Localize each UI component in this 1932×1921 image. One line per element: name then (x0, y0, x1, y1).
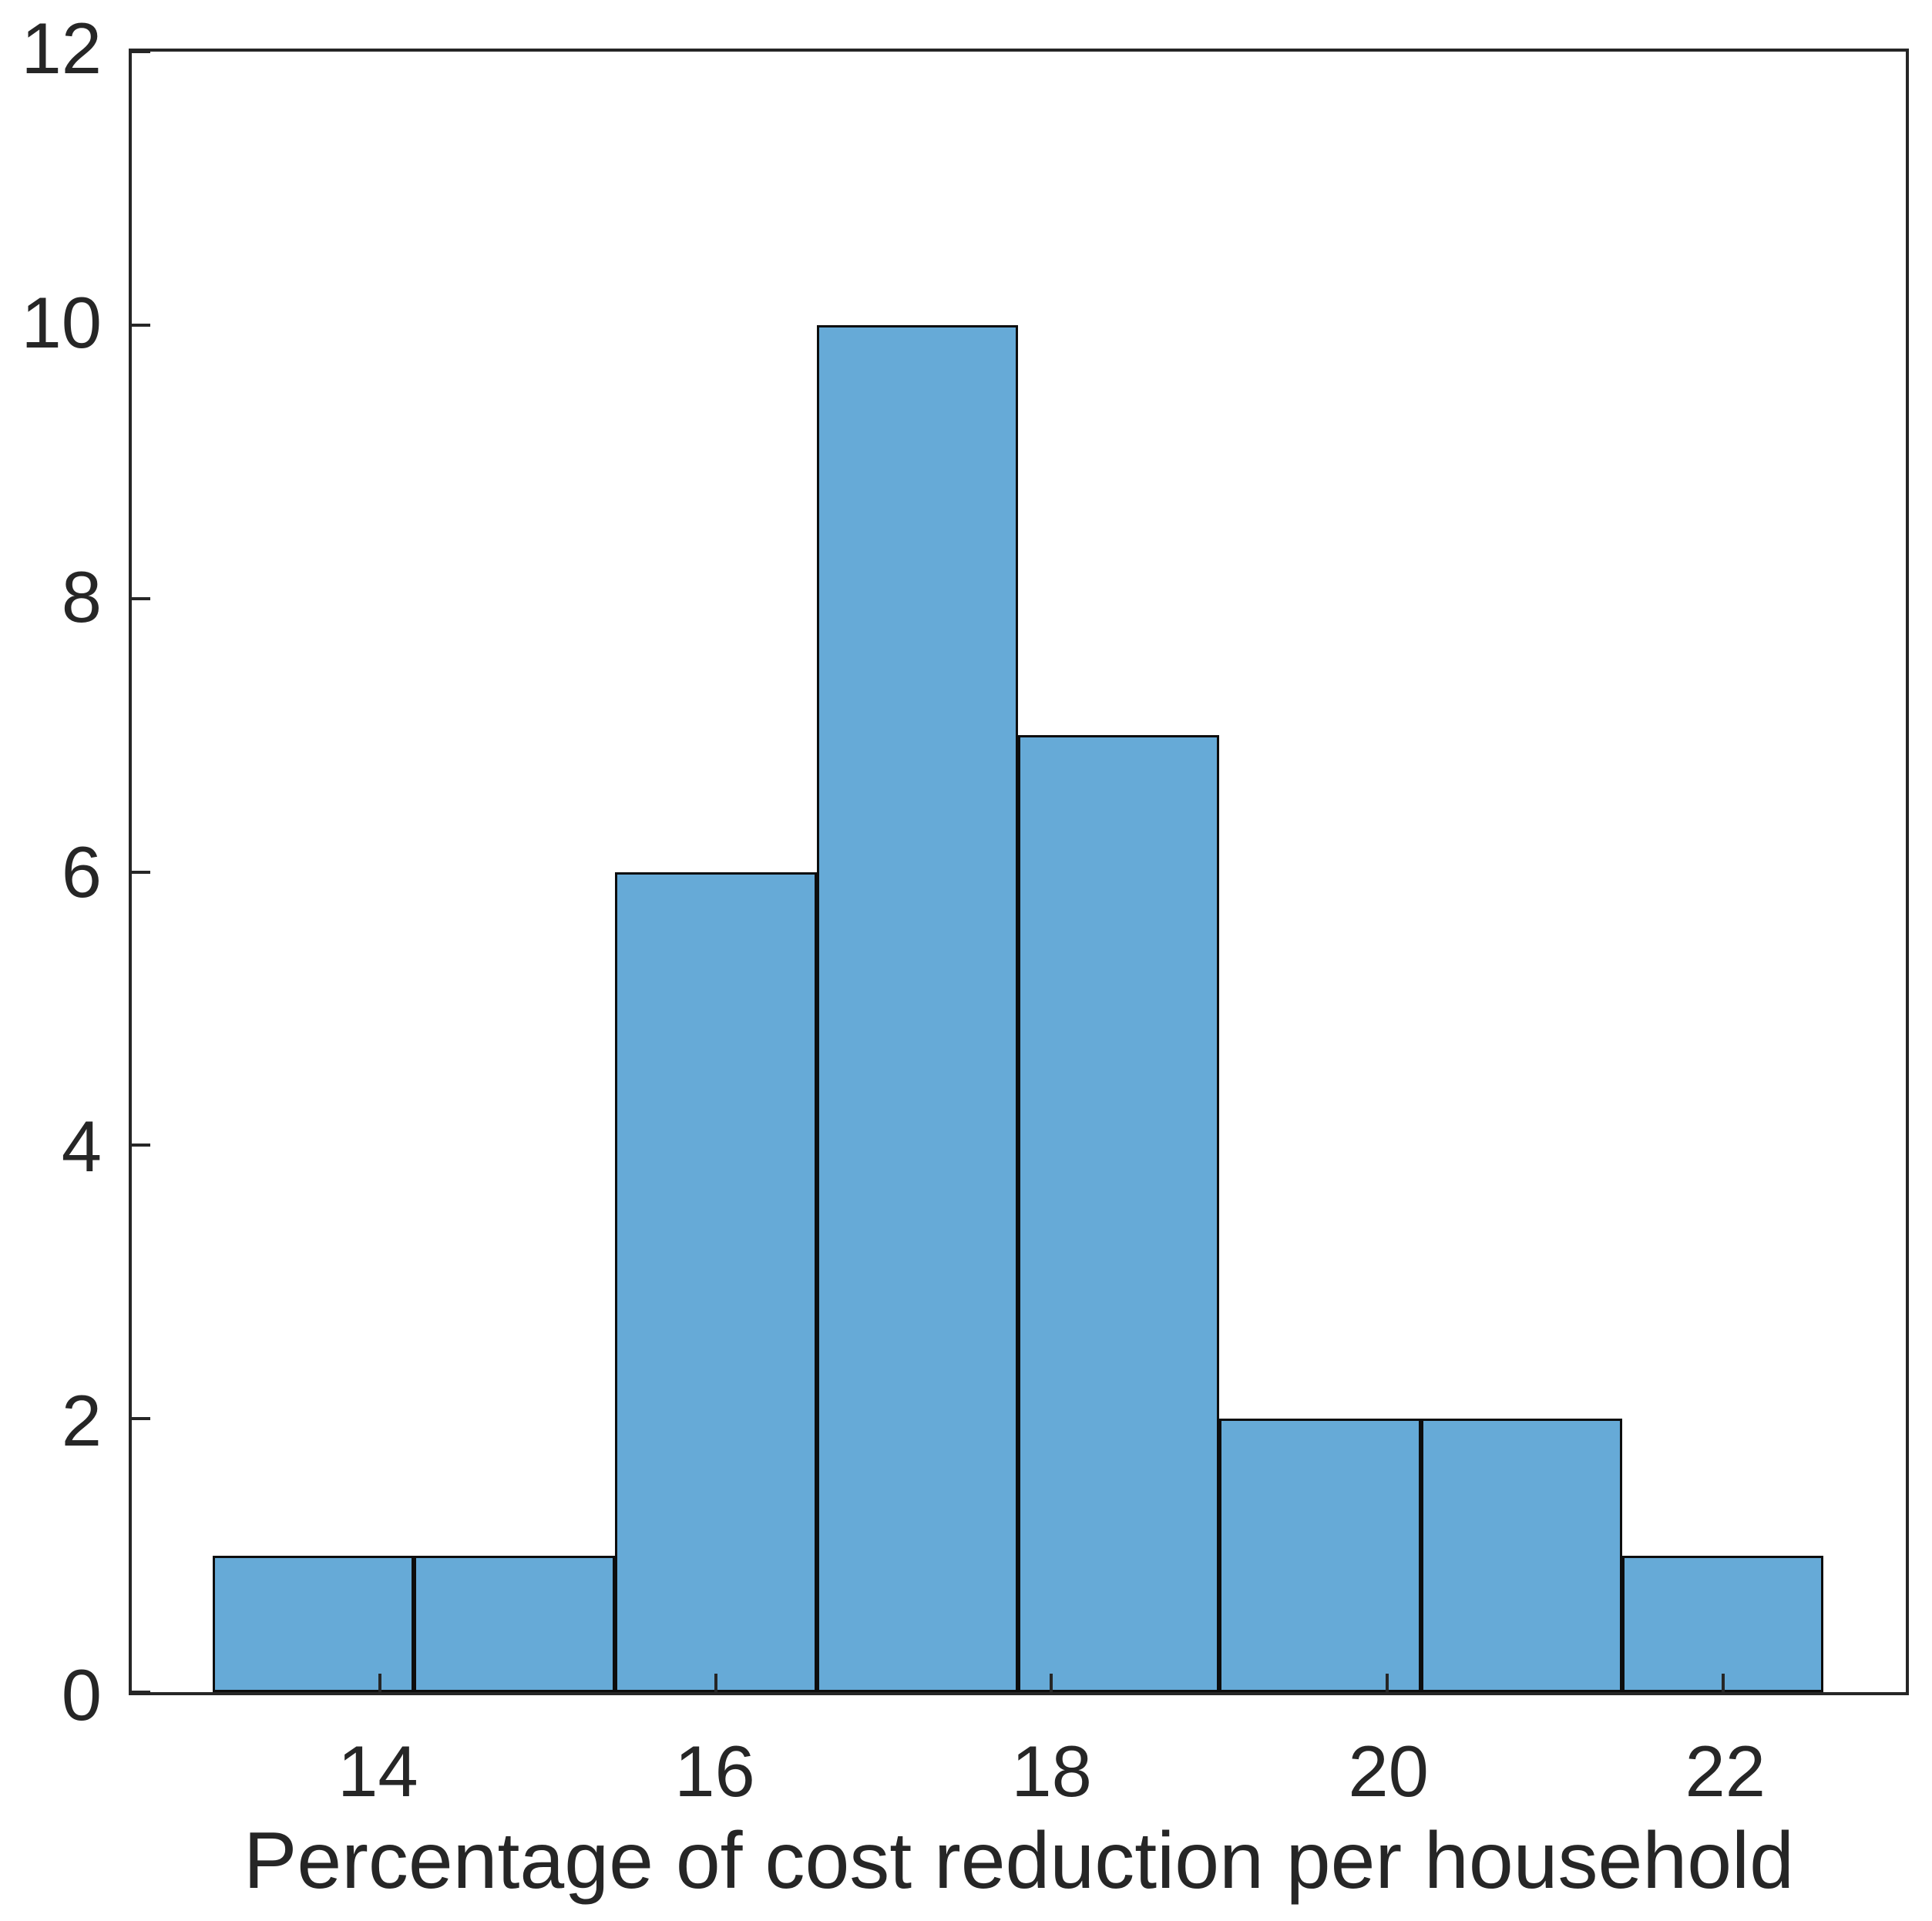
x-tick-label: 14 (338, 1731, 418, 1812)
x-axis-tick (1721, 1674, 1725, 1692)
y-tick-label: 10 (21, 282, 102, 364)
x-tick-label: 16 (674, 1731, 755, 1812)
x-tick-label: 20 (1348, 1731, 1429, 1812)
x-axis-tick (378, 1674, 382, 1692)
histogram-bar (615, 872, 817, 1692)
histogram-bar (1017, 735, 1220, 1692)
histogram-bar (413, 1555, 616, 1692)
y-tick-label: 4 (61, 1105, 102, 1187)
y-axis-tick (132, 323, 150, 327)
x-axis-tick (1386, 1674, 1389, 1692)
y-tick-label: 12 (21, 8, 102, 89)
histogram-bar (212, 1555, 414, 1692)
x-tick-label: 18 (1011, 1731, 1092, 1812)
histogram-bar (1219, 1419, 1421, 1692)
x-tick-label: 22 (1685, 1731, 1766, 1812)
plot-area (129, 49, 1909, 1695)
y-tick-label: 8 (61, 556, 102, 638)
histogram-bar (1621, 1555, 1824, 1692)
x-axis-label: Percentage of cost reduction per househo… (243, 1816, 1794, 1906)
y-tick-label: 0 (61, 1654, 102, 1735)
y-tick-label: 2 (61, 1379, 102, 1461)
y-axis-tick (132, 1691, 150, 1694)
x-axis-tick (714, 1674, 717, 1692)
x-axis-tick (1050, 1674, 1053, 1692)
y-tick-label: 6 (61, 831, 102, 912)
y-axis-tick (132, 1417, 150, 1421)
y-axis-tick (132, 50, 150, 53)
histogram-bar (1420, 1419, 1622, 1692)
y-axis-tick (132, 596, 150, 600)
histogram-bar (816, 324, 1018, 1692)
y-axis-tick (132, 1144, 150, 1147)
y-axis-tick (132, 870, 150, 874)
